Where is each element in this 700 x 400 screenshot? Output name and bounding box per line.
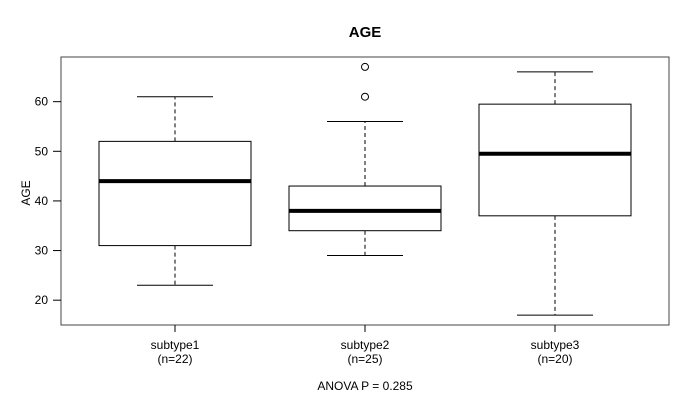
iqr-box [288,185,442,232]
iqr-box [98,140,252,247]
chart-title: AGE [349,24,382,41]
group-count-label: (n=25) [347,352,382,366]
outlier-point [361,92,369,101]
anova-note: ANOVA P = 0.285 [317,379,413,393]
y-axis-title: AGE [19,180,33,205]
y-tick-label: 40 [35,194,49,208]
y-tick-label: 50 [35,144,49,158]
group-count-label: (n=22) [157,352,192,366]
outlier-point [361,62,369,71]
y-tick-label: 30 [35,244,49,258]
group-label: subtype2 [341,338,390,352]
group-count-label: (n=20) [537,352,572,366]
group-label: subtype3 [531,338,580,352]
group-label: subtype1 [151,338,200,352]
iqr-box [478,103,632,217]
y-tick-label: 60 [35,95,49,109]
plot-area: 20 30 40 50 60 subtype1(n=22) subtype2(n=25) su… [35,56,670,366]
y-tick-label: 20 [35,293,49,307]
